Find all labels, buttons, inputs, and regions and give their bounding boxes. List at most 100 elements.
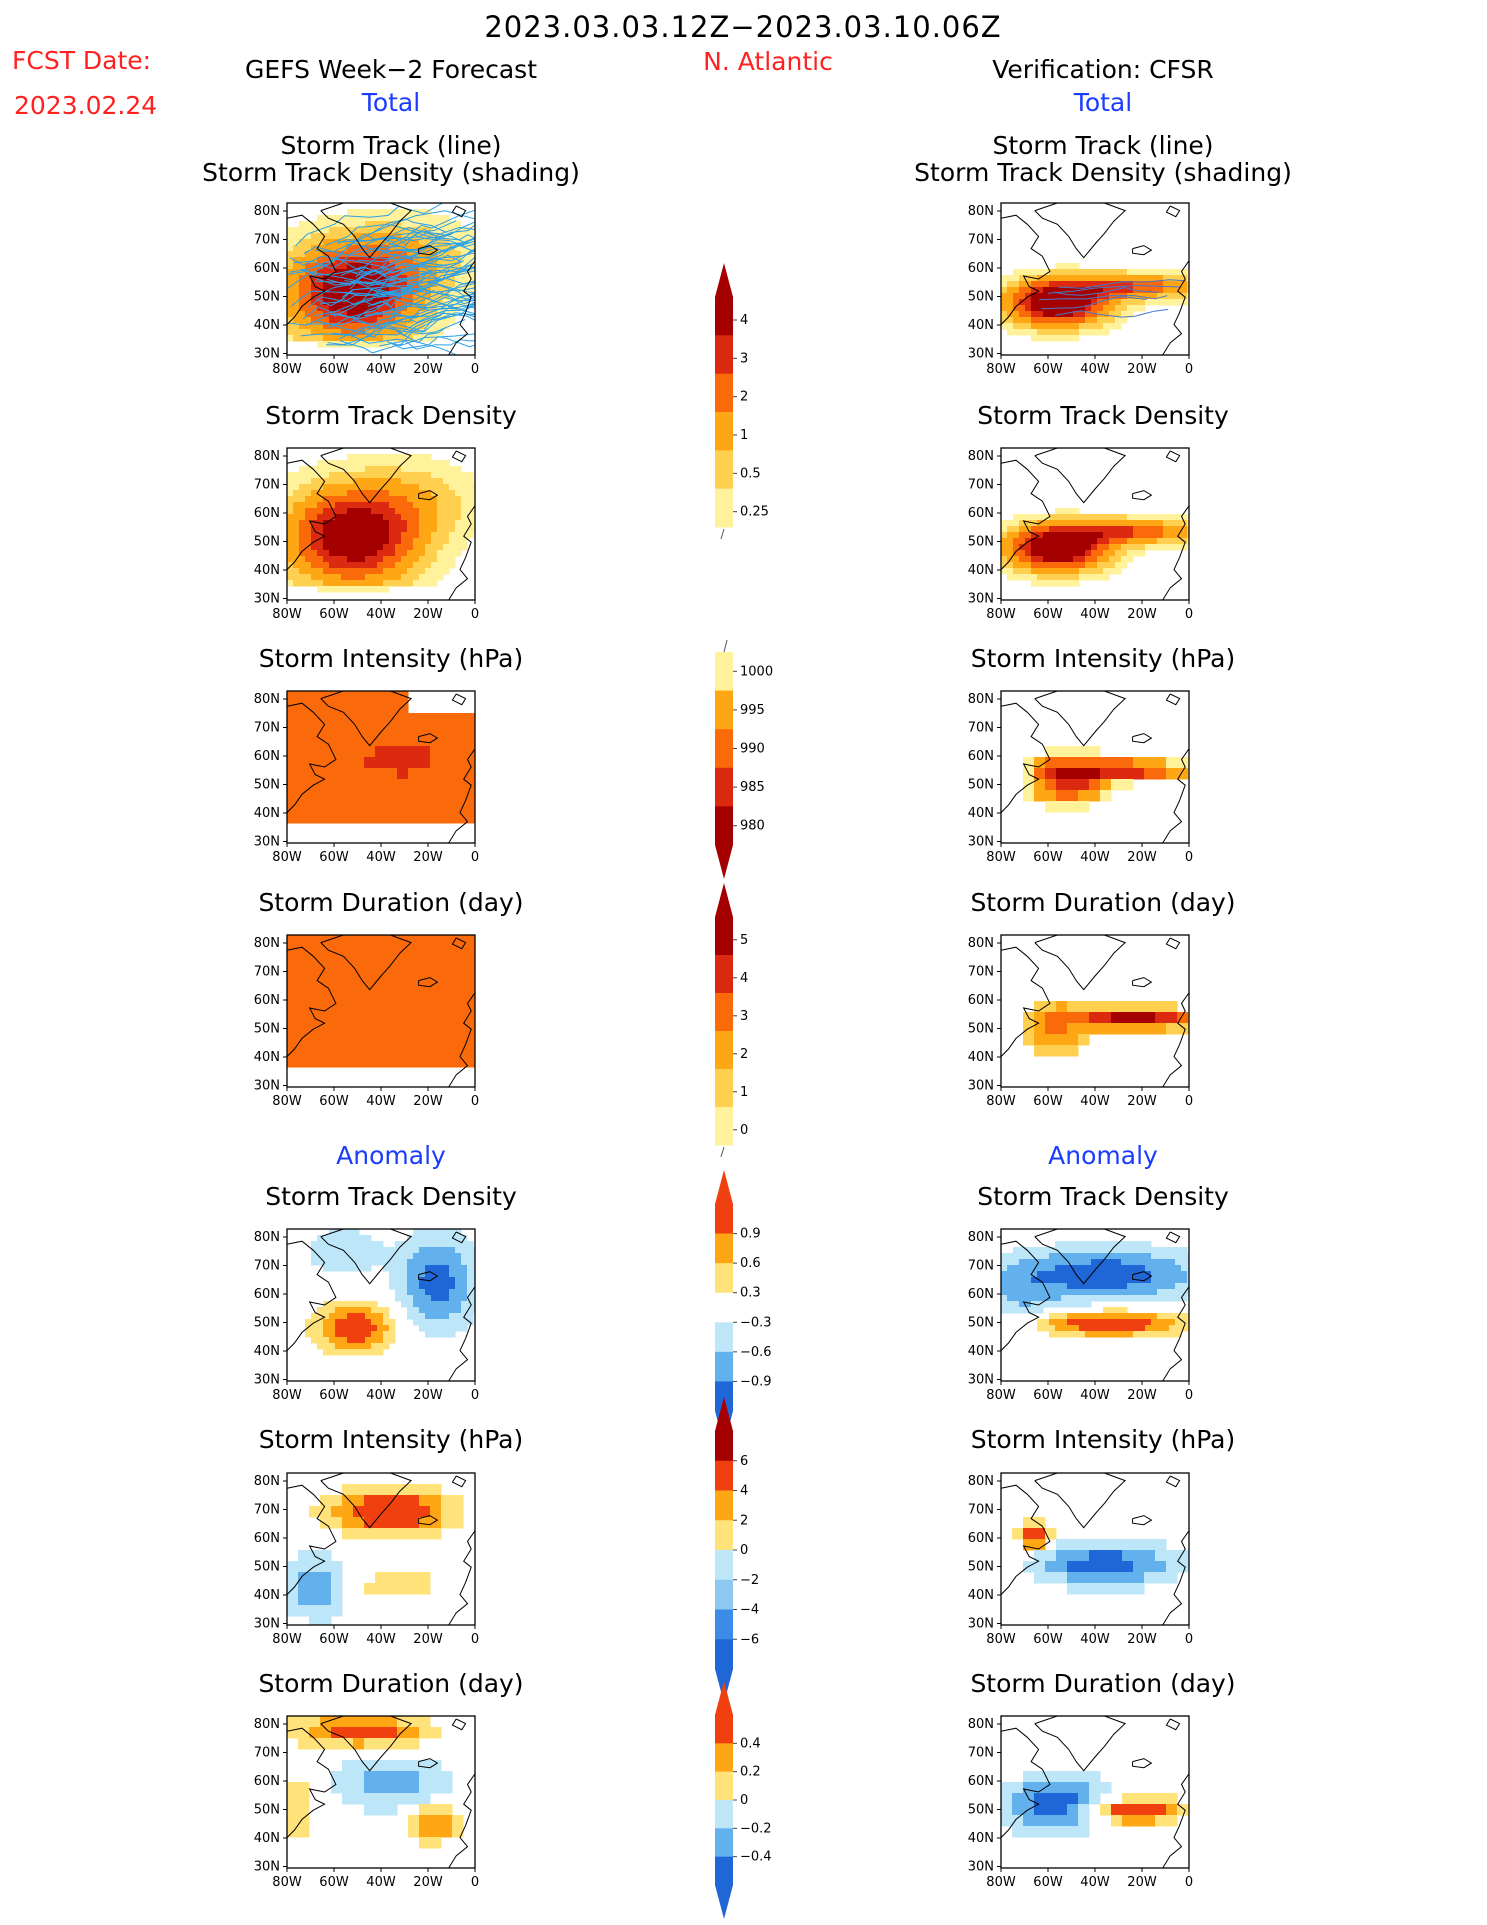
- svg-text:990: 990: [740, 742, 765, 757]
- svg-text:80W: 80W: [986, 1388, 1016, 1403]
- svg-text:50N: 50N: [254, 1560, 280, 1575]
- svg-text:60W: 60W: [319, 1632, 349, 1647]
- svg-text:985: 985: [740, 780, 765, 795]
- svg-text:70N: 70N: [968, 965, 994, 980]
- svg-text:80W: 80W: [272, 362, 302, 377]
- svg-text:0: 0: [740, 1543, 748, 1558]
- svg-text:80W: 80W: [272, 1632, 302, 1647]
- colorbar-intensity-total: 1000 995 990 985 980: [700, 639, 810, 883]
- svg-text:80N: 80N: [254, 204, 280, 219]
- svg-text:30N: 30N: [968, 1617, 994, 1632]
- svg-text:−4: −4: [740, 1603, 759, 1618]
- colorbar-duration-anomaly: 0.4 0.2 0 −0.2 −0.4: [700, 1681, 810, 1923]
- svg-text:80W: 80W: [986, 362, 1016, 377]
- svg-text:980: 980: [740, 819, 765, 834]
- svg-text:0.6: 0.6: [740, 1256, 761, 1271]
- svg-text:0.25: 0.25: [740, 505, 769, 520]
- svg-text:60W: 60W: [319, 607, 349, 622]
- svg-text:60N: 60N: [968, 1531, 994, 1546]
- svg-text:995: 995: [740, 703, 765, 718]
- fcst-date-value: 2023.02.24: [14, 91, 158, 120]
- svg-text:80N: 80N: [968, 692, 994, 707]
- svg-text:0: 0: [471, 1388, 479, 1403]
- svg-text:40W: 40W: [366, 1632, 396, 1647]
- svg-text:40N: 40N: [968, 1588, 994, 1603]
- svg-text:50N: 50N: [968, 1803, 994, 1818]
- svg-text:40N: 40N: [968, 1831, 994, 1846]
- svg-text:1: 1: [740, 1085, 748, 1100]
- svg-text:40N: 40N: [968, 1050, 994, 1065]
- map-density-anomaly-forecast: 80N 70N 60N 50N 40N 30N 80W 60W 40W 20W 0: [239, 1219, 489, 1415]
- svg-text:80N: 80N: [254, 1230, 280, 1245]
- svg-text:20W: 20W: [1127, 607, 1157, 622]
- svg-text:70N: 70N: [254, 721, 280, 736]
- svg-text:60W: 60W: [319, 362, 349, 377]
- svg-text:80W: 80W: [272, 1094, 302, 1109]
- svg-text:40W: 40W: [366, 850, 396, 865]
- svg-text:40N: 40N: [254, 318, 280, 333]
- anomaly-right-label: Anomaly: [1048, 1141, 1158, 1170]
- svg-text:30N: 30N: [968, 1079, 994, 1094]
- svg-text:4: 4: [740, 313, 748, 328]
- svg-text:20W: 20W: [413, 1875, 443, 1890]
- svg-text:80W: 80W: [986, 607, 1016, 622]
- svg-text:50N: 50N: [968, 1022, 994, 1037]
- svg-text:20W: 20W: [413, 1094, 443, 1109]
- svg-text:60N: 60N: [968, 506, 994, 521]
- region-label: N. Atlantic: [703, 47, 833, 76]
- svg-text:60W: 60W: [1033, 1875, 1063, 1890]
- svg-text:70N: 70N: [968, 1746, 994, 1761]
- svg-text:60W: 60W: [1033, 1632, 1063, 1647]
- svg-text:0: 0: [471, 1875, 479, 1890]
- svg-text:20W: 20W: [1127, 362, 1157, 377]
- svg-text:60N: 60N: [254, 1287, 280, 1302]
- svg-text:80W: 80W: [272, 1875, 302, 1890]
- svg-text:0: 0: [471, 362, 479, 377]
- svg-text:50N: 50N: [254, 290, 280, 305]
- svg-text:60N: 60N: [254, 1774, 280, 1789]
- svg-text:80N: 80N: [254, 692, 280, 707]
- svg-text:30N: 30N: [254, 1617, 280, 1632]
- svg-text:60W: 60W: [319, 850, 349, 865]
- svg-text:70N: 70N: [254, 965, 280, 980]
- svg-text:−6: −6: [740, 1632, 759, 1647]
- svg-text:20W: 20W: [1127, 1875, 1157, 1890]
- svg-text:20W: 20W: [1127, 1388, 1157, 1403]
- svg-text:0: 0: [1185, 850, 1193, 865]
- svg-text:60N: 60N: [254, 1531, 280, 1546]
- svg-text:40N: 40N: [968, 806, 994, 821]
- svg-text:5: 5: [740, 933, 748, 948]
- svg-text:60W: 60W: [319, 1094, 349, 1109]
- svg-text:60N: 60N: [254, 506, 280, 521]
- svg-text:50N: 50N: [968, 535, 994, 550]
- map-track-verification: 80N 70N 60N 50N 40N 30N 80W 60W 40W 20W 0: [953, 193, 1203, 389]
- svg-text:50N: 50N: [254, 1803, 280, 1818]
- colorbar-density-total: 4 3 2 1 0.5 0.25: [700, 263, 810, 543]
- svg-text:40N: 40N: [968, 318, 994, 333]
- svg-text:80W: 80W: [986, 1094, 1016, 1109]
- svg-text:40N: 40N: [254, 1831, 280, 1846]
- svg-text:40W: 40W: [1080, 362, 1110, 377]
- title-intensity-anom-right: Storm Intensity (hPa): [970, 1425, 1236, 1454]
- title-track-line-left: Storm Track (line): [280, 131, 502, 160]
- svg-text:80N: 80N: [254, 1717, 280, 1732]
- svg-text:60W: 60W: [1033, 1094, 1063, 1109]
- svg-text:60N: 60N: [254, 993, 280, 1008]
- svg-text:30N: 30N: [254, 835, 280, 850]
- svg-text:60W: 60W: [1033, 362, 1063, 377]
- svg-text:0.5: 0.5: [740, 466, 761, 481]
- svg-text:40W: 40W: [366, 1875, 396, 1890]
- svg-text:0: 0: [1185, 607, 1193, 622]
- map-track-forecast: 80N 70N 60N 50N 40N 30N 80W 60W 40W 20W 0: [239, 193, 489, 389]
- map-density-forecast: 80N 70N 60N 50N 40N 30N 80W 60W 40W 20W 0: [239, 438, 489, 634]
- svg-text:4: 4: [740, 971, 748, 986]
- svg-text:40W: 40W: [366, 1094, 396, 1109]
- total-left-label: Total: [361, 88, 421, 117]
- svg-text:20W: 20W: [413, 850, 443, 865]
- title-density-anom-right: Storm Track Density: [977, 1182, 1229, 1211]
- title-track-line-right: Storm Track (line): [992, 131, 1214, 160]
- period-title: 2023.03.03.12Z−2023.03.10.06Z: [484, 10, 1002, 44]
- svg-text:80N: 80N: [254, 1474, 280, 1489]
- svg-text:1: 1: [740, 428, 748, 443]
- map-intensity-anomaly-forecast: 80N 70N 60N 50N 40N 30N 80W 60W 40W 20W 0: [239, 1463, 489, 1659]
